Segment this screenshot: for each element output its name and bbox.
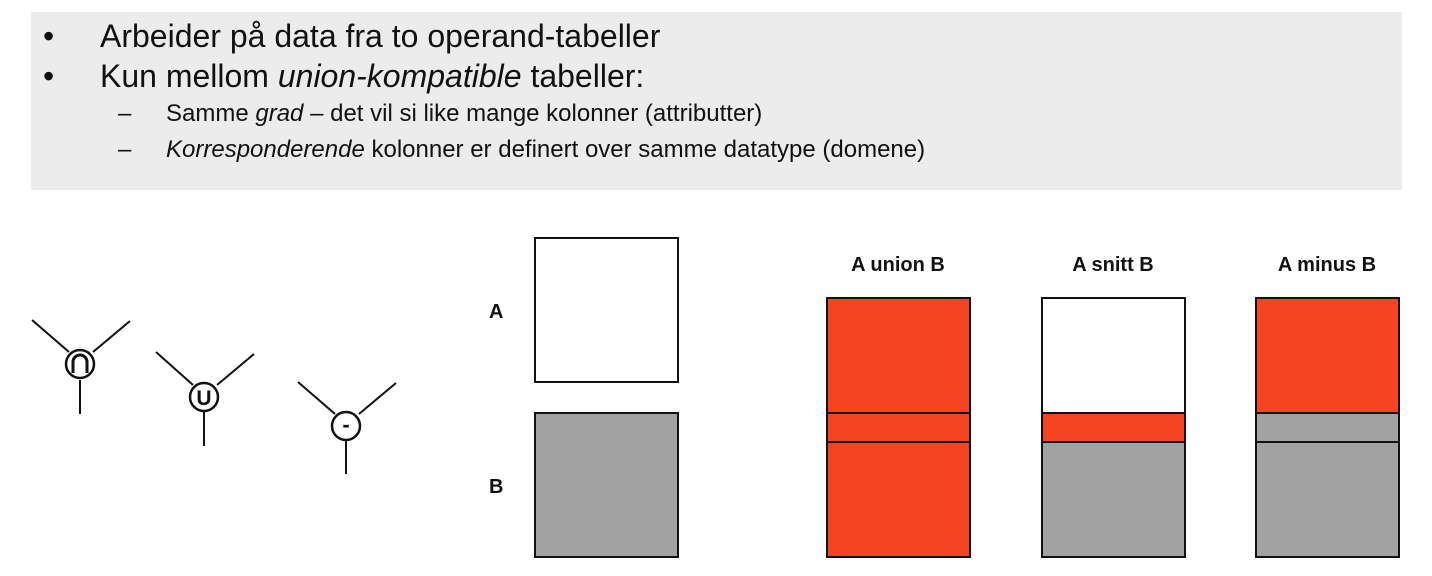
bullet-2-pre: Kun mellom <box>100 58 278 94</box>
op-branch-right <box>216 353 255 386</box>
intersect-operator-symbol <box>31 319 131 414</box>
snitt-a-only <box>1041 297 1186 414</box>
operand-b-label: B <box>489 476 503 498</box>
sub-bullet-1-pre: Samme <box>166 100 256 127</box>
bullet-2-em: union-kompatible <box>277 58 522 94</box>
op-branch-right <box>92 320 131 353</box>
operand-a-box <box>534 237 679 383</box>
minus-b-only <box>1255 441 1400 558</box>
op-circle <box>188 381 220 413</box>
sub-bullet-1-em: grad <box>255 100 304 127</box>
bullet-marker: • <box>43 58 55 94</box>
sub-bullet-2-em: Korresponderende <box>166 136 365 163</box>
op-branch-right <box>358 382 397 415</box>
snitt-result-table <box>1041 297 1186 558</box>
union-operator-symbol: U <box>155 351 255 446</box>
snitt-result-title: A snitt B <box>1072 254 1153 276</box>
intersect-icon <box>71 353 89 373</box>
minus-result-table <box>1255 297 1400 558</box>
union-icon: U <box>196 387 211 410</box>
minus-result-title: A minus B <box>1278 254 1376 276</box>
union-b-only <box>826 441 971 558</box>
minus-overlap <box>1255 412 1400 443</box>
bullet-2-post: tabeller: <box>521 58 645 94</box>
sub-bullet-marker: – <box>118 136 132 163</box>
sub-bullet-1-text: Samme grad – det vil si like mange kolon… <box>166 100 762 128</box>
union-a-only <box>826 297 971 414</box>
sub-bullet-1-post: – det vil si like mange kolonner (attrib… <box>303 100 763 127</box>
op-branch-left <box>155 351 194 386</box>
op-branch-left <box>31 319 70 353</box>
bullet-marker: • <box>43 18 55 54</box>
snitt-overlap <box>1041 412 1186 443</box>
union-result-title: A union B <box>851 254 945 276</box>
sub-bullet-marker: – <box>118 100 132 127</box>
minus-icon: - <box>342 412 349 437</box>
minus-operator-symbol: - <box>297 381 397 474</box>
bullet-1-text: Arbeider på data fra to operand-tabeller <box>100 18 661 54</box>
operand-b-box <box>534 412 679 558</box>
op-branch-left <box>297 381 336 415</box>
snitt-b-only <box>1041 441 1186 558</box>
bullet-2-text: Kun mellom union-kompatible tabeller: <box>100 58 644 94</box>
sub-bullet-2-post: kolonner er definert over samme datatype… <box>364 136 926 163</box>
union-overlap <box>826 412 971 443</box>
operand-a-label: A <box>489 301 503 323</box>
union-result-table <box>826 297 971 558</box>
minus-a-only <box>1255 297 1400 414</box>
bullet-panel: • Arbeider på data fra to operand-tabell… <box>31 12 1402 190</box>
op-circle <box>330 410 362 442</box>
sub-bullet-2-text: Korresponderende kolonner er definert ov… <box>166 136 925 164</box>
